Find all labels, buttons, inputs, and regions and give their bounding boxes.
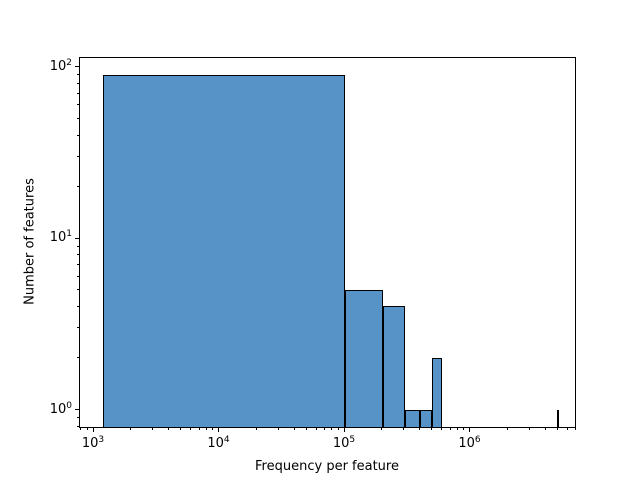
x-minor-tick [255, 428, 257, 430]
x-major-tick [343, 428, 345, 432]
x-tick-label: 106 [458, 435, 481, 452]
y-minor-tick [77, 305, 79, 307]
x-minor-tick [441, 428, 443, 430]
y-minor-tick [77, 104, 79, 106]
x-minor-tick [315, 428, 317, 430]
y-minor-tick [77, 186, 79, 187]
histogram-bar [382, 306, 405, 428]
x-minor-tick [431, 428, 433, 430]
x-minor-tick [293, 428, 295, 430]
y-tick-label: 101 [49, 229, 72, 246]
histogram-bar [103, 74, 346, 428]
histogram-bar [345, 289, 383, 428]
y-major-tick [75, 66, 79, 68]
y-minor-tick [77, 416, 79, 418]
x-minor-tick [86, 428, 88, 430]
x-minor-tick [168, 428, 170, 430]
y-major-tick [75, 409, 79, 410]
x-minor-tick [212, 428, 214, 430]
x-minor-tick [337, 428, 339, 430]
x-minor-tick [190, 428, 192, 430]
y-major-tick [75, 237, 79, 239]
x-minor-tick [152, 428, 154, 430]
x-minor-tick [419, 428, 421, 430]
y-minor-tick [77, 357, 79, 359]
x-tick-label: 103 [81, 435, 105, 452]
x-minor-tick [506, 428, 508, 430]
x-minor-tick [403, 428, 405, 430]
x-minor-tick [528, 428, 530, 430]
y-minor-tick [77, 254, 79, 256]
x-tick-label: 104 [207, 435, 230, 452]
y-minor-tick [77, 275, 79, 277]
x-major-tick [218, 428, 219, 432]
x-minor-tick [324, 428, 326, 430]
y-axis-label: Number of features [22, 178, 38, 305]
x-minor-tick [305, 428, 307, 430]
y-minor-tick [77, 92, 79, 94]
histogram-bar [432, 357, 443, 428]
y-tick-label: 102 [49, 57, 72, 74]
y-minor-tick [77, 327, 79, 329]
y-minor-tick [77, 134, 79, 136]
x-minor-tick [80, 428, 82, 430]
x-minor-tick [544, 428, 546, 430]
x-minor-tick [575, 428, 576, 430]
x-minor-tick [130, 428, 132, 430]
y-minor-tick [77, 245, 79, 247]
histogram-bar [556, 409, 559, 428]
x-minor-tick [456, 428, 458, 430]
y-tick-label: 100 [49, 400, 72, 417]
x-minor-tick [198, 428, 200, 430]
x-axis-label: Frequency per feature [255, 459, 399, 474]
x-major-tick [92, 428, 94, 432]
x-minor-tick [463, 428, 465, 430]
y-minor-tick [77, 82, 79, 84]
y-minor-tick [77, 289, 79, 291]
y-minor-tick [77, 264, 79, 266]
histogram-bar [420, 409, 433, 428]
x-minor-tick [381, 428, 383, 430]
x-minor-tick [331, 428, 333, 430]
y-minor-tick [77, 117, 79, 119]
histogram-bar [404, 409, 421, 428]
x-minor-tick [449, 428, 451, 430]
x-minor-tick [556, 428, 558, 430]
x-minor-tick [566, 428, 568, 430]
x-tick-label: 105 [332, 435, 356, 452]
x-major-tick [469, 428, 470, 432]
y-minor-tick [77, 425, 79, 427]
x-minor-tick [277, 428, 279, 430]
x-minor-tick [205, 428, 207, 430]
y-minor-tick [77, 155, 79, 157]
x-minor-tick [180, 428, 182, 430]
y-minor-tick [77, 74, 79, 76]
